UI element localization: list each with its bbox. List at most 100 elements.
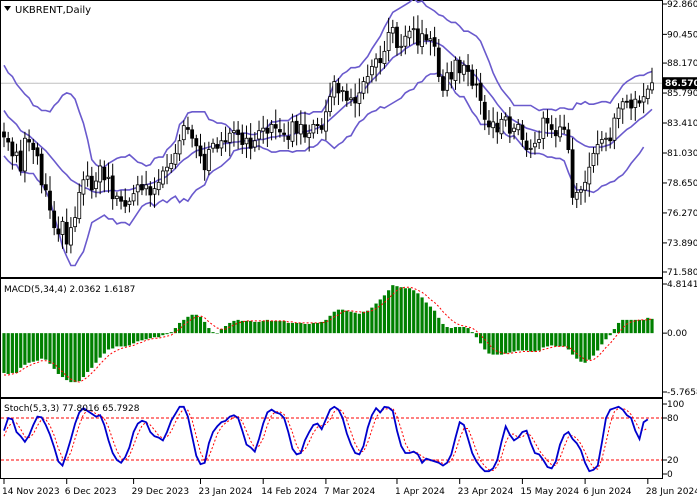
macd-histogram-bar	[194, 314, 198, 334]
candle-body	[411, 28, 416, 31]
time-axis-tick-label: 14 Feb 2024	[261, 487, 317, 497]
macd-histogram-bar	[278, 320, 282, 334]
candle-body	[319, 125, 324, 130]
candle-body	[48, 190, 52, 211]
candle-body	[18, 150, 23, 172]
candle-body	[60, 220, 65, 235]
macd-histogram-bar	[341, 309, 345, 334]
macd-histogram-bar	[420, 297, 424, 334]
macd-histogram-bar	[570, 333, 575, 355]
price-axis-tick-label: 92.860	[667, 0, 697, 10]
price-pane[interactable]	[0, 0, 663, 278]
macd-histogram-bar	[295, 322, 299, 334]
candle-body	[570, 149, 575, 198]
macd-histogram-bar	[232, 320, 236, 334]
macd-histogram-bar	[332, 311, 336, 334]
macd-histogram-bar	[583, 333, 587, 363]
candle-body	[420, 33, 424, 48]
candle-body	[608, 137, 613, 142]
macd-histogram-bar	[328, 315, 332, 334]
price-axis-tick-label: 83.410	[667, 119, 697, 129]
macd-histogram-bar	[449, 328, 453, 334]
candle-body	[374, 58, 378, 68]
candle-body	[106, 176, 111, 179]
candle-body	[315, 124, 320, 127]
candle-body	[520, 124, 525, 140]
candle-body	[625, 100, 629, 103]
macd-histogram-bar	[215, 333, 219, 334]
candle-body	[56, 228, 61, 235]
candle-body	[81, 179, 86, 195]
macd-histogram-bar	[73, 333, 77, 383]
candle-body	[528, 147, 533, 150]
candle-body	[449, 72, 454, 80]
candle-body	[223, 140, 228, 143]
macd-histogram-bar	[545, 333, 550, 347]
stoch-pane[interactable]	[0, 398, 663, 479]
candle-body	[257, 130, 261, 140]
macd-histogram-bar	[558, 333, 562, 347]
macd-histogram-bar	[562, 333, 566, 347]
candle-body	[328, 96, 332, 113]
candle-body	[436, 47, 441, 77]
candle-body	[311, 123, 316, 134]
macd-histogram-bar	[616, 322, 621, 334]
macd-histogram-bar	[144, 333, 148, 340]
macd-histogram-bar	[412, 290, 416, 334]
candle-body	[123, 200, 128, 207]
candle-body	[616, 107, 621, 119]
macd-histogram-bar	[52, 333, 56, 369]
candle-body	[219, 140, 224, 149]
time-axis-tick-label: 14 Nov 2023	[2, 487, 60, 497]
candle-body	[424, 34, 429, 41]
macd-histogram-bar	[161, 333, 165, 336]
candle-body	[52, 210, 57, 229]
candle-body	[579, 189, 583, 193]
macd-histogram-bar	[529, 333, 533, 352]
candle-body	[6, 138, 11, 143]
macd-histogram-bar	[269, 320, 274, 334]
candle-body	[466, 65, 470, 72]
candle-body	[282, 132, 287, 135]
price-axis-tick-label: 88.170	[667, 59, 697, 69]
macd-histogram-bar	[152, 333, 157, 338]
candle-body	[382, 50, 387, 64]
macd-histogram-bar	[14, 333, 19, 373]
candle-body	[491, 121, 496, 129]
candle-body	[595, 144, 600, 155]
macd-axis-tick-label: 0.00	[667, 329, 687, 339]
macd-histogram-bar	[608, 333, 612, 336]
candle-body	[390, 27, 395, 34]
candle-body	[637, 100, 642, 104]
candle-body	[156, 181, 161, 191]
candle-body	[620, 101, 625, 110]
macd-axis-tick-label: 4.8141	[667, 280, 697, 290]
candle-body	[516, 123, 521, 131]
macd-histogram-bar	[136, 333, 140, 342]
triangle-down-icon[interactable]	[4, 6, 11, 11]
macd-histogram-bar	[320, 321, 324, 334]
candle-body	[633, 98, 638, 108]
candle-body	[574, 192, 579, 200]
current-price-tag-bg	[663, 77, 697, 90]
macd-histogram-bar	[508, 333, 512, 353]
macd-histogram-bar	[60, 333, 65, 378]
candle-body	[73, 217, 77, 228]
candle-body	[131, 193, 136, 202]
macd-histogram-bar	[453, 327, 458, 334]
candle-body	[278, 129, 282, 133]
candle-body	[641, 96, 646, 103]
candle-body	[240, 132, 245, 145]
macd-histogram-bar	[407, 288, 412, 334]
bollinger-band-upper	[3, 0, 653, 168]
macd-histogram-bar	[524, 333, 529, 351]
macd-histogram-bar	[600, 333, 604, 345]
macd-histogram-bar	[478, 333, 483, 344]
macd-histogram-bar	[382, 295, 387, 334]
current-price-tag: 86.570	[665, 79, 697, 89]
candle-body	[89, 175, 94, 191]
macd-histogram-bar	[182, 319, 186, 334]
candle-body	[35, 147, 40, 157]
